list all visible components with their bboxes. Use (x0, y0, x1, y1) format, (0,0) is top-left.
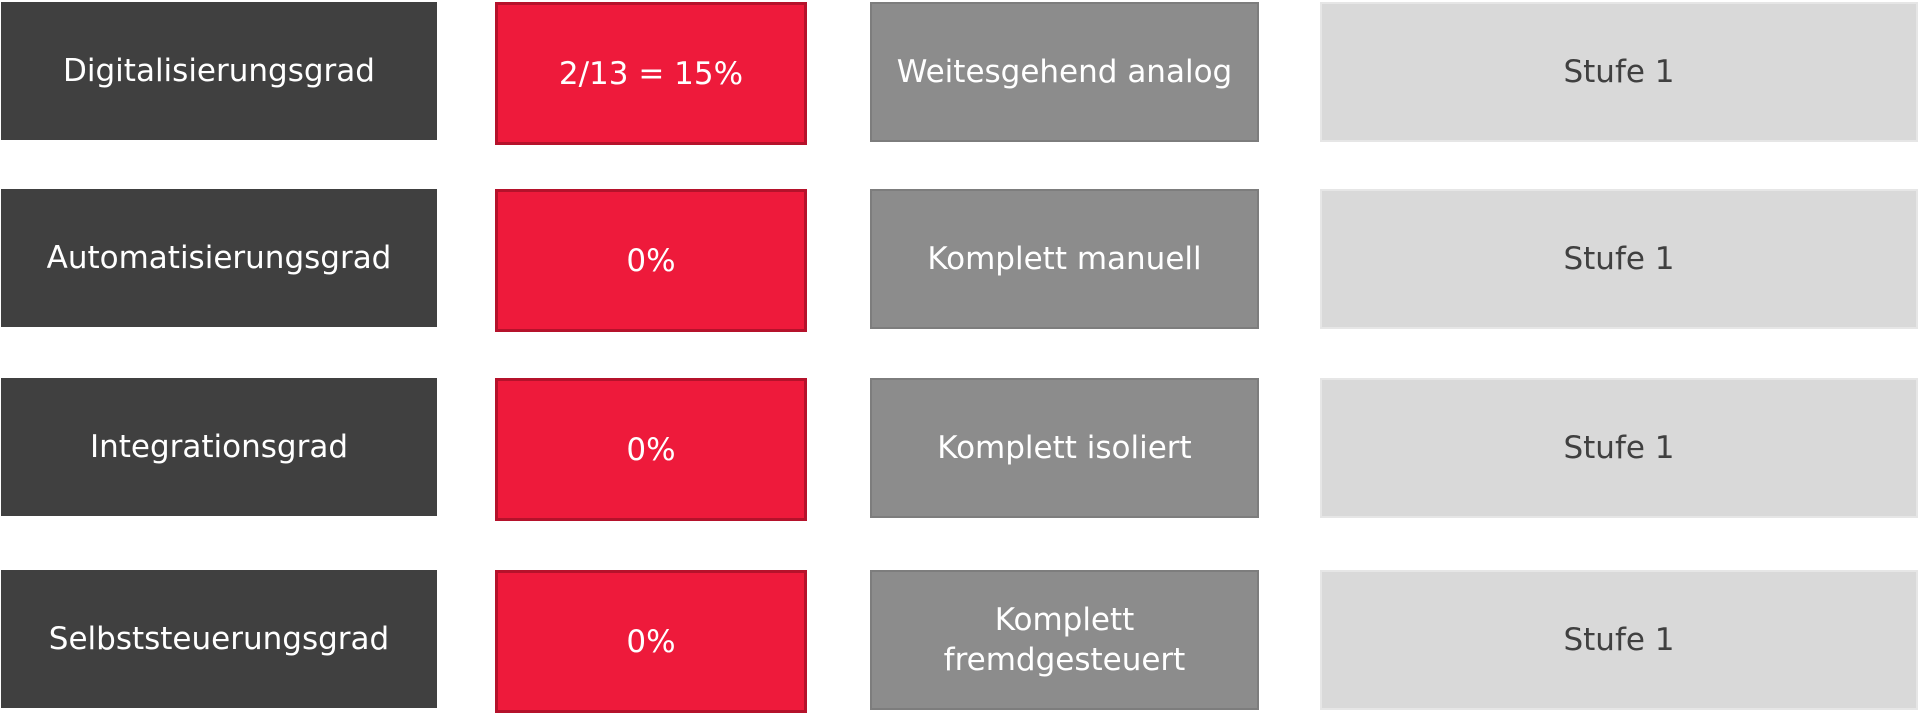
dimension-label: Integrationsgrad (1, 378, 437, 516)
dimension-value: 2/13 = 15% (495, 2, 807, 145)
dimension-value: 0% (495, 570, 807, 713)
dimension-description: Komplett manuell (870, 189, 1259, 329)
dimension-level: Stufe 1 (1320, 2, 1918, 142)
dimension-label: Automatisierungsgrad (1, 189, 437, 327)
dimension-value: 0% (495, 378, 807, 521)
dimension-value: 0% (495, 189, 807, 332)
dimension-description: Komplett fremdgesteuert (870, 570, 1259, 710)
dimension-level: Stufe 1 (1320, 189, 1918, 329)
dimension-label: Selbststeuerungsgrad (1, 570, 437, 708)
dimension-description: Komplett isoliert (870, 378, 1259, 518)
dimension-label: Digitalisierungsgrad (1, 2, 437, 140)
dimension-description: Weitesgehend analog (870, 2, 1259, 142)
dimension-level: Stufe 1 (1320, 570, 1918, 710)
dimension-level: Stufe 1 (1320, 378, 1918, 518)
